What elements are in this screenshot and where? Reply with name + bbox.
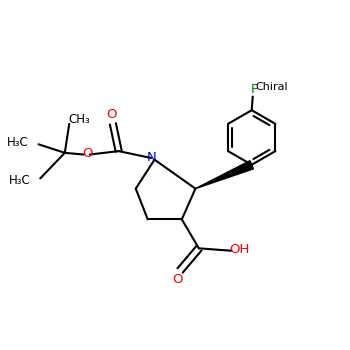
Text: O: O — [172, 273, 183, 286]
Text: CH₃: CH₃ — [69, 113, 90, 126]
Polygon shape — [195, 161, 253, 189]
Text: H₃C: H₃C — [7, 136, 28, 149]
Text: Chiral: Chiral — [255, 82, 288, 92]
Text: H₃C: H₃C — [9, 174, 31, 187]
Text: OH: OH — [230, 243, 250, 256]
Text: F: F — [251, 83, 258, 96]
Text: O: O — [83, 147, 93, 160]
Text: N: N — [147, 152, 157, 164]
Text: O: O — [106, 108, 117, 121]
